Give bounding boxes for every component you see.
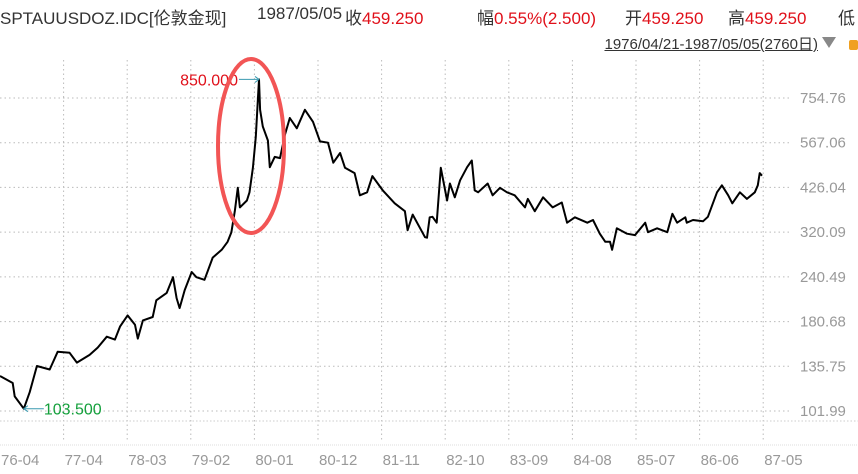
x-tick-label: 80-01	[255, 452, 293, 469]
y-tick-label: 240.49	[800, 269, 846, 286]
x-tick-label: 85-07	[637, 452, 675, 469]
open-label: 开	[625, 9, 642, 28]
y-tick-label: 180.68	[800, 314, 846, 331]
min-price-label: 103.500	[44, 402, 102, 419]
price-line	[0, 78, 763, 410]
x-tick-label: 76-04	[1, 452, 39, 469]
change-field: 幅0.55%(2.500)	[477, 4, 596, 29]
x-tick-label: 79-02	[192, 452, 230, 469]
open-value: 459.250	[642, 9, 704, 28]
x-tick-label: 86-06	[701, 452, 739, 469]
x-tick-label: 78-03	[128, 452, 166, 469]
y-tick-label: 567.06	[800, 135, 846, 152]
high-label: 高	[728, 9, 745, 28]
open-field: 开459.250	[625, 4, 703, 29]
change-label: 幅	[477, 9, 494, 28]
y-tick-label: 135.75	[800, 358, 846, 375]
x-tick-label: 87-05	[764, 452, 802, 469]
dropdown-triangle-icon[interactable]	[822, 37, 836, 48]
close-value: 459.250	[362, 9, 424, 28]
close-label: 收	[345, 9, 362, 28]
x-tick-label: 82-10	[446, 452, 484, 469]
y-tick-label: 320.09	[800, 224, 846, 241]
x-tick-label: 80-12	[319, 452, 357, 469]
x-tick-label: 77-04	[65, 452, 103, 469]
y-tick-label: 754.76	[800, 90, 846, 107]
high-field: 高459.250	[728, 4, 806, 29]
low-label: 低	[838, 9, 855, 28]
x-tick-label: 81-11	[383, 452, 420, 469]
info-badge-icon[interactable]	[849, 40, 858, 50]
min-arrow-head-icon	[22, 405, 29, 413]
highlight-ellipse	[216, 57, 286, 235]
y-tick-label: 426.04	[800, 179, 846, 196]
close-field: 收459.250	[345, 4, 423, 29]
change-value: 0.55%(2.500)	[494, 9, 597, 28]
y-tick-label: 101.99	[800, 403, 846, 420]
max-arrow-head-icon	[254, 76, 260, 83]
x-tick-label: 83-09	[510, 452, 548, 469]
max-price-label: 850.000	[180, 72, 238, 89]
date-range-selector[interactable]: 1976/04/21-1987/05/05(2760日)	[604, 36, 818, 53]
high-value: 459.250	[745, 9, 807, 28]
symbol-title: SPTAUUSDOZ.IDC[伦敦金现]	[0, 9, 227, 28]
current-date: 1987/05/05	[257, 4, 343, 23]
x-tick-label: 84-08	[573, 452, 611, 469]
